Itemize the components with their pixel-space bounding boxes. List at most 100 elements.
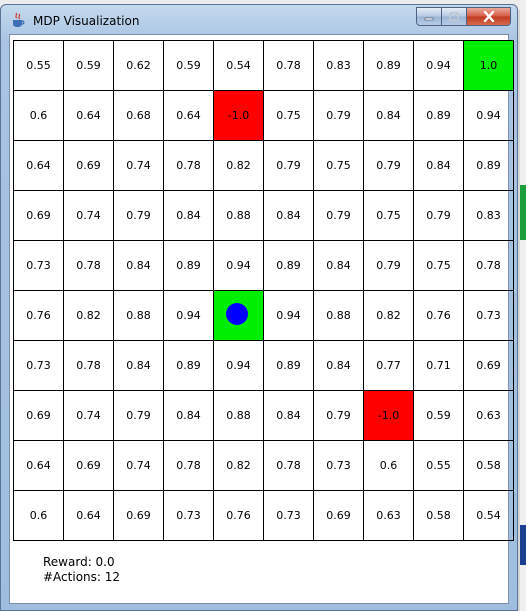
grid-cell: 0.69 <box>114 491 164 541</box>
grid-cell: 0.88 <box>214 391 264 441</box>
grid-cell: 0.94 <box>214 341 264 391</box>
app-window: MDP Visualization 0.55 0.59 0.62 0.59 0.54 0.… <box>0 4 518 611</box>
grid-cell: 0.64 <box>64 491 114 541</box>
grid-cell: 0.88 <box>314 291 364 341</box>
close-button[interactable] <box>466 7 511 26</box>
grid-cell: 0.78 <box>164 441 214 491</box>
grid-cell: 0.58 <box>414 491 464 541</box>
client-area: 0.55 0.59 0.62 0.59 0.54 0.78 0.83 0.89 0.94 1.0 0… <box>9 34 514 604</box>
grid-cell: 0.59 <box>64 41 114 91</box>
grid-cell: 1.0 <box>464 41 514 91</box>
grid-cell: 0.73 <box>14 341 64 391</box>
minimize-icon <box>424 17 434 20</box>
grid-cell: 0.6 <box>14 91 64 141</box>
grid-cell: 0.69 <box>64 141 114 191</box>
grid-cell: 0.94 <box>464 91 514 141</box>
grid-cell: 0.6 <box>364 441 414 491</box>
grid-cell: 0.74 <box>64 391 114 441</box>
grid-cell: 0.54 <box>214 41 264 91</box>
grid-cell: 0.84 <box>414 141 464 191</box>
grid-cell: 0.74 <box>64 191 114 241</box>
java-coffee-icon <box>13 12 25 27</box>
grid-cell: 0.78 <box>264 441 314 491</box>
grid-cell: 0.84 <box>114 341 164 391</box>
grid-cell: 0.89 <box>364 41 414 91</box>
grid-cell: 0.59 <box>414 391 464 441</box>
grid-cell: 0.79 <box>314 391 364 441</box>
grid-cell: -1.0 <box>364 391 414 441</box>
grid-cell: 0.64 <box>164 91 214 141</box>
grid-cell: 0.75 <box>414 241 464 291</box>
value-grid: 0.55 0.59 0.62 0.59 0.54 0.78 0.83 0.89 0.94 1.0 0… <box>13 40 514 541</box>
grid-cell: 0.6 <box>14 491 64 541</box>
grid-cell: 0.73 <box>264 491 314 541</box>
grid-cell: 0.75 <box>314 141 364 191</box>
grid-cell: 0.79 <box>314 191 364 241</box>
grid-cell: 0.75 <box>364 191 414 241</box>
grid-cell: -1.0 <box>214 91 264 141</box>
grid-cell: 0.84 <box>264 191 314 241</box>
grid-cell: 0.84 <box>164 391 214 441</box>
grid-cell: 0.74 <box>114 141 164 191</box>
grid-cell: 0.84 <box>314 241 364 291</box>
grid-cell: 0.75 <box>264 91 314 141</box>
grid-cell: 0.82 <box>214 441 264 491</box>
grid-cell: 0.69 <box>14 191 64 241</box>
actions-label: #Actions: 12 <box>43 570 121 584</box>
desktop-accent-blue <box>520 525 526 565</box>
grid-cell: 0.78 <box>64 341 114 391</box>
grid-cell: 0.59 <box>164 41 214 91</box>
grid-cell: 0.89 <box>464 141 514 191</box>
grid-cell: 0.69 <box>14 391 64 441</box>
grid-cell: 0.68 <box>114 91 164 141</box>
grid-cell: 0.58 <box>464 441 514 491</box>
grid-cell: 0.76 <box>14 291 64 341</box>
grid-cell: 0.73 <box>464 291 514 341</box>
grid-cell: 0.79 <box>314 91 364 141</box>
grid-cell: 0.84 <box>314 341 364 391</box>
grid-cell: 0.88 <box>114 291 164 341</box>
grid-cell: 0.55 <box>14 41 64 91</box>
grid-cell: 0.73 <box>164 491 214 541</box>
title-bar[interactable]: MDP Visualization <box>1 5 517 35</box>
close-icon <box>483 11 494 22</box>
grid-cell: 0.78 <box>64 241 114 291</box>
grid-cell: 0.79 <box>364 241 414 291</box>
grid-cell: 0.78 <box>464 241 514 291</box>
grid-cell: 1.0 <box>214 291 264 341</box>
grid-cell: 0.64 <box>14 441 64 491</box>
grid-cell: 0.64 <box>14 141 64 191</box>
grid-cell: 0.94 <box>214 241 264 291</box>
grid-cell: 0.84 <box>114 241 164 291</box>
grid-cell: 0.83 <box>464 191 514 241</box>
grid-cell: 0.63 <box>364 491 414 541</box>
grid-cell: 0.63 <box>464 391 514 441</box>
grid-cell: 0.71 <box>414 341 464 391</box>
grid-cell: 0.82 <box>64 291 114 341</box>
grid-cell: 0.94 <box>264 291 314 341</box>
grid-cell: 0.73 <box>314 441 364 491</box>
grid-cell: 0.55 <box>414 441 464 491</box>
maximize-icon <box>449 12 459 21</box>
grid-cell: 0.76 <box>214 491 264 541</box>
grid-cell: 0.89 <box>164 241 214 291</box>
grid-cell: 0.78 <box>164 141 214 191</box>
grid-cell: 0.84 <box>264 391 314 441</box>
minimize-button[interactable] <box>416 7 442 26</box>
maximize-button[interactable] <box>441 7 467 26</box>
grid-cell: 0.79 <box>414 191 464 241</box>
status-panel: Reward: 0.0 #Actions: 12 <box>43 555 120 585</box>
grid-cell: 0.79 <box>114 191 164 241</box>
grid-cell: 0.94 <box>164 291 214 341</box>
grid-cell: 0.83 <box>314 41 364 91</box>
grid-cell: 0.84 <box>164 191 214 241</box>
grid-cell: 0.84 <box>364 91 414 141</box>
grid-cell: 0.79 <box>364 141 414 191</box>
grid-cell: 0.73 <box>14 241 64 291</box>
grid-cell: 0.69 <box>464 341 514 391</box>
reward-label: Reward: 0.0 <box>43 555 115 569</box>
grid-cell: 0.89 <box>164 341 214 391</box>
window-title: MDP Visualization <box>33 14 140 28</box>
grid-cell: 0.54 <box>464 491 514 541</box>
grid-cell: 0.88 <box>214 191 264 241</box>
